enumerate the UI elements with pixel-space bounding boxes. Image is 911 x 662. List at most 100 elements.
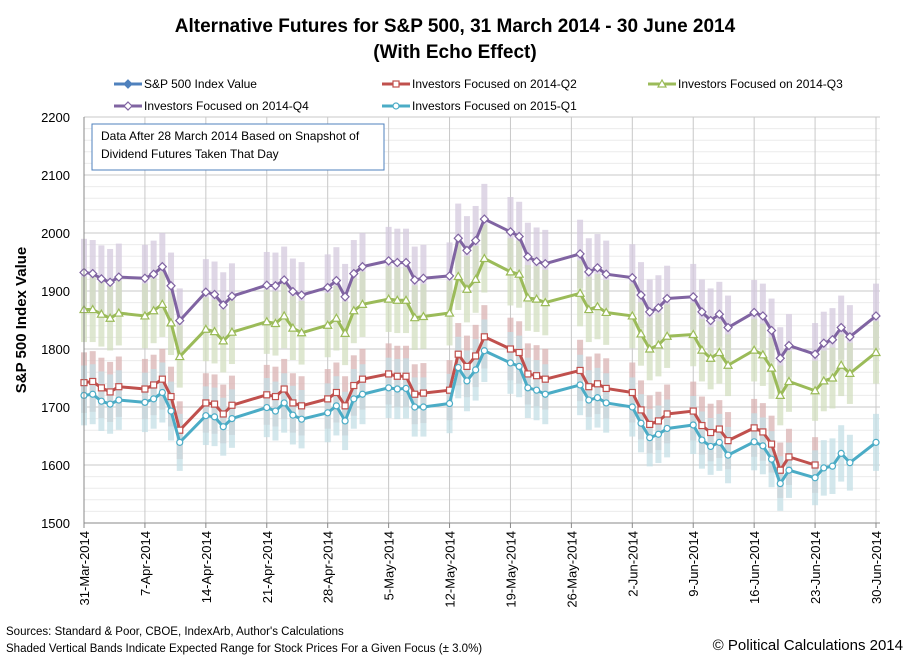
data-point-square — [576, 366, 584, 375]
data-point-diamond — [418, 273, 429, 284]
data-point-circle — [463, 377, 471, 385]
data-point-circle — [776, 479, 784, 488]
data-point-triangle — [705, 353, 716, 362]
x-tick-label: 26-May-2014 — [564, 531, 579, 608]
data-point-diamond — [279, 275, 290, 285]
x-tick-label: 16-Jun-2014 — [747, 531, 762, 604]
data-point-circle — [654, 430, 663, 438]
data-point-square — [463, 362, 471, 370]
data-point-circle — [602, 399, 610, 407]
data-point-triangle — [470, 274, 481, 283]
data-point-square — [532, 372, 541, 380]
data-point-circle — [689, 421, 697, 429]
y-tick-label: 1500 — [41, 516, 70, 531]
data-point-circle — [419, 403, 428, 411]
data-point-circle — [297, 415, 306, 423]
data-point-square — [646, 420, 654, 428]
data-point-diamond — [123, 101, 133, 111]
data-point-diamond — [322, 282, 333, 293]
data-point-square — [332, 388, 340, 397]
data-point-triangle — [218, 335, 229, 345]
data-point-diamond — [766, 325, 777, 336]
data-point-diamond — [784, 340, 794, 351]
data-point-circle — [767, 455, 776, 463]
data-point-diamond — [653, 302, 664, 313]
data-point-diamond — [270, 280, 281, 291]
annotation-text: Data After 28 March 2014 Based on Snapsh… — [101, 129, 360, 161]
data-point-triangle — [357, 299, 368, 308]
data-point-square — [454, 350, 462, 358]
data-point-triangle — [818, 375, 829, 385]
data-point-square — [358, 375, 367, 383]
data-point-square — [341, 402, 349, 410]
axes: 31-Mar-2014 7-Apr-2014 14-Apr-2014 21-Apr-2… — [41, 110, 884, 608]
data-point-circle — [637, 419, 645, 427]
data-point-square — [750, 424, 758, 432]
data-point-diamond — [218, 300, 229, 310]
data-point-diamond — [575, 249, 585, 259]
data-point-triangle — [635, 328, 647, 338]
data-point-circle — [759, 442, 767, 450]
data-point-diamond — [531, 256, 542, 267]
data-point-circle — [106, 400, 114, 408]
data-point-triangle — [418, 311, 429, 321]
x-tick-label: 9-Jun-2014 — [686, 531, 701, 597]
data-point-square — [158, 375, 166, 383]
data-point-triangle — [409, 312, 420, 322]
data-point-circle — [593, 394, 602, 402]
data-point-diamond — [113, 272, 124, 282]
data-point-diamond — [644, 307, 655, 317]
data-point-triangle — [522, 292, 533, 302]
data-point-circle — [541, 390, 549, 398]
sources-text: Sources: Standard & Poor, CBOE, IndexArb… — [6, 626, 344, 638]
data-point-diamond — [96, 273, 107, 284]
data-point-triangle — [531, 293, 542, 303]
data-point-circle — [341, 417, 349, 425]
data-point-circle — [846, 459, 854, 467]
data-point-triangle — [723, 360, 734, 369]
annotation-wrap: Data After 28 March 2014 Based on Snapsh… — [101, 129, 360, 161]
data-point-square — [724, 437, 732, 445]
data-point-circle — [210, 413, 219, 421]
data-point-square — [628, 388, 636, 397]
data-point-circle — [402, 384, 410, 393]
data-point-circle — [280, 399, 288, 407]
x-tick-label: 30-Jun-2014 — [869, 531, 884, 604]
data-point-diamond — [592, 262, 603, 273]
data-point-square — [115, 383, 123, 391]
data-point-square — [141, 385, 149, 393]
data-point-triangle — [601, 307, 612, 317]
data-point-triangle — [836, 360, 847, 369]
data-point-circle — [358, 390, 367, 398]
data-point-diamond — [392, 257, 403, 268]
data-point-square — [297, 402, 306, 410]
data-point-square — [602, 384, 610, 393]
data-point-circle — [707, 442, 715, 451]
copyright-text: © Political Calculations 2014 — [713, 637, 903, 654]
x-tick-label: 2-Jun-2014 — [625, 531, 640, 597]
data-point-circle — [628, 403, 636, 411]
y-tick-label: 2100 — [41, 168, 70, 183]
y-axis-label: S&P 500 Index Value — [13, 247, 30, 393]
data-point-diamond — [105, 277, 115, 288]
data-point-triangle — [331, 313, 342, 322]
data-point-triangle — [348, 305, 359, 315]
data-point-triangle — [844, 368, 855, 377]
data-point-diamond — [697, 307, 707, 317]
data-point-triangle — [627, 310, 638, 320]
data-point-diamond — [714, 309, 725, 320]
data-point-circle — [715, 438, 723, 446]
data-point-circle — [97, 397, 106, 405]
data-point-triangle — [226, 326, 237, 336]
data-point-square — [271, 392, 280, 401]
data-point-diamond — [636, 290, 646, 300]
data-point-triangle — [461, 284, 472, 293]
x-tick-label: 14-Apr-2014 — [199, 531, 214, 603]
data-point-triangle — [827, 372, 838, 382]
data-point-triangle — [174, 351, 185, 361]
data-point-triangle — [696, 344, 707, 354]
data-point-square — [280, 385, 288, 393]
data-point-diamond — [845, 331, 855, 342]
data-point-diamond — [148, 269, 159, 280]
